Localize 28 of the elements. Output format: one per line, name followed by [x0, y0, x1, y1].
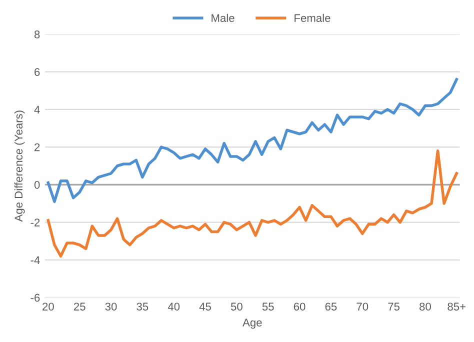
y-axis-title: Age Difference (Years)	[14, 110, 25, 222]
line-series	[46, 78, 458, 203]
x-tick-label: 45	[199, 302, 211, 311]
x-tick-label: 85+	[448, 302, 466, 311]
legend-label: Male	[212, 14, 234, 22]
y-tick-label: -4	[30, 256, 40, 264]
x-tick-label: 35	[136, 302, 148, 311]
x-tick-label: 55	[262, 302, 274, 311]
x-axis-title: Age	[242, 318, 262, 329]
x-tick-label: 70	[356, 302, 368, 311]
y-tick-label: -2	[30, 218, 40, 226]
x-tick-label: 40	[168, 302, 180, 311]
x-tick-label: 80	[420, 302, 431, 311]
y-tick-label: 8	[34, 30, 40, 38]
y-tick-label: 2	[34, 143, 40, 152]
x-tick-label: 75	[388, 302, 400, 311]
x-tick-label: 30	[105, 302, 117, 311]
y-tick-label: -6	[30, 294, 40, 302]
legend-label: Female	[294, 14, 330, 22]
y-tick-label: 0	[34, 180, 40, 189]
y-tick-label: 4	[34, 106, 40, 114]
x-tick-label: 25	[74, 302, 86, 311]
x-tick-label: 50	[230, 302, 242, 311]
line-series	[46, 149, 458, 258]
x-tick-label: 20	[42, 302, 54, 311]
x-tick-label: 65	[325, 302, 337, 311]
y-tick-label: 6	[34, 68, 40, 76]
x-tick-label: 60	[294, 302, 306, 311]
